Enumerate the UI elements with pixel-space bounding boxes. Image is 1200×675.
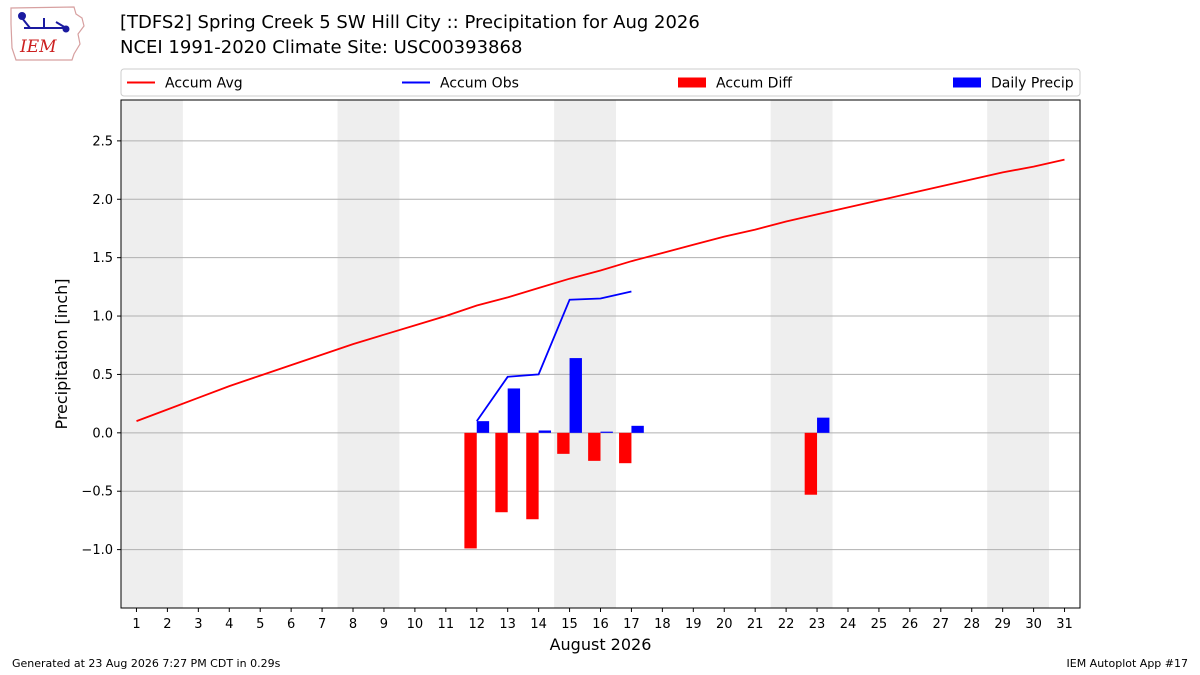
y-tick-label: 2.0	[92, 193, 113, 208]
x-tick-label: 9	[380, 617, 388, 632]
x-tick-label: 8	[349, 617, 357, 632]
daily-precip-bar	[476, 421, 490, 433]
daily-precip-bar	[538, 430, 552, 433]
x-tick-label: 13	[499, 617, 516, 632]
x-tick-label: 11	[438, 617, 455, 632]
logo-text: IEM	[19, 37, 57, 57]
x-tick-label: 19	[685, 617, 702, 632]
x-tick-label: 5	[256, 617, 264, 632]
y-axis-label: Precipitation [inch]	[52, 278, 71, 429]
x-tick-label: 14	[530, 617, 547, 632]
x-tick-label: 27	[933, 617, 950, 632]
weekend-shade	[337, 100, 400, 608]
chart-title: [TDFS2] Spring Creek 5 SW Hill City :: P…	[120, 12, 700, 33]
accum-avg-line	[136, 158, 1065, 422]
generated-timestamp: Generated at 23 Aug 2026 7:27 PM CDT in …	[12, 657, 281, 670]
weekend-shade	[987, 100, 1050, 608]
daily-precip-bar	[817, 417, 830, 433]
accum-diff-bar	[804, 432, 818, 495]
app-credit: IEM Autoplot App #17	[1066, 657, 1189, 670]
y-tick-label: 0.5	[92, 368, 113, 383]
x-tick-label: 17	[623, 617, 640, 632]
x-tick-label: 15	[561, 617, 578, 632]
x-tick-label: 28	[963, 617, 980, 632]
x-tick-label: 22	[778, 617, 795, 632]
y-tick-label: 2.5	[92, 134, 113, 149]
x-tick-label: 29	[994, 617, 1011, 632]
plot-frame	[120, 99, 1081, 609]
daily-precip-bar	[569, 358, 582, 433]
x-tick-label: 12	[468, 617, 485, 632]
x-tick-label: 2	[163, 617, 171, 632]
legend-box	[120, 68, 1081, 97]
iowa-outline-icon	[10, 6, 85, 61]
x-tick-label: 30	[1025, 617, 1042, 632]
daily-precip-bar	[600, 431, 613, 433]
x-tick-label: 4	[225, 617, 233, 632]
legend-label-daily-precip: Daily Precip	[991, 76, 1074, 92]
y-tick-label: 0.0	[92, 426, 113, 441]
x-tick-label: 21	[747, 617, 764, 632]
legend-swatch-accum-diff	[678, 77, 706, 88]
x-tick-label: 6	[287, 617, 295, 632]
x-tick-label: 7	[318, 617, 326, 632]
x-tick-label: 20	[716, 617, 733, 632]
accum-diff-bar	[526, 432, 539, 520]
legend-label-accum-diff: Accum Diff	[716, 76, 792, 92]
daily-precip-bar	[631, 425, 644, 433]
x-tick-label: 24	[840, 617, 857, 632]
y-tick-label: −0.5	[81, 485, 113, 500]
x-tick-label: 10	[407, 617, 424, 632]
accum-diff-bar	[588, 432, 601, 461]
weekend-shade	[554, 100, 616, 608]
x-tick-label: 18	[654, 617, 671, 632]
x-tick-label: 25	[871, 617, 888, 632]
accum-diff-bar	[619, 432, 632, 464]
x-tick-label: 1	[132, 617, 140, 632]
y-tick-label: 1.0	[92, 310, 113, 325]
legend-swatch-daily-precip	[953, 77, 981, 88]
y-tick-label: 1.5	[92, 251, 113, 266]
iem-logo: IEM	[10, 6, 85, 61]
x-tick-label: 3	[194, 617, 202, 632]
x-tick-label: 16	[592, 617, 609, 632]
accum-diff-bar	[557, 432, 570, 454]
accum-obs-line	[476, 290, 632, 422]
y-tick-label: −1.0	[81, 543, 113, 558]
accum-diff-bar	[464, 432, 477, 549]
weather-instrument-icon	[18, 12, 70, 33]
legend-label-accum-avg: Accum Avg	[165, 76, 243, 92]
accum-diff-bar	[495, 432, 508, 513]
legend-label-accum-obs: Accum Obs	[440, 76, 519, 92]
x-tick-label: 26	[902, 617, 919, 632]
x-axis-label: August 2026	[550, 635, 652, 654]
weekend-shade	[770, 100, 833, 608]
x-tick-label: 23	[809, 617, 826, 632]
chart-subtitle: NCEI 1991-2020 Climate Site: USC00393868	[120, 37, 523, 58]
x-tick-label: 31	[1056, 617, 1073, 632]
daily-precip-bar	[507, 388, 521, 433]
weekend-shade	[121, 100, 183, 608]
